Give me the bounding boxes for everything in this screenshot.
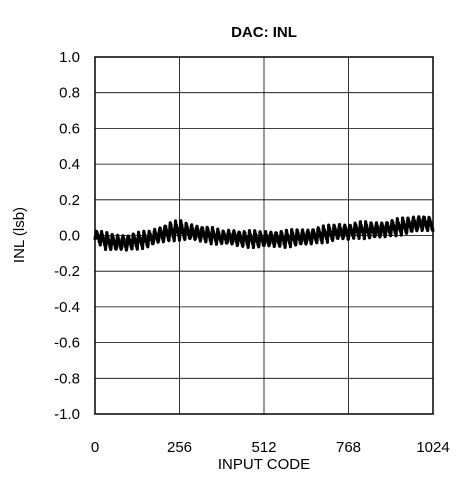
x-tick-label-3: 768 xyxy=(336,439,361,456)
y-tick-label-4: 0.2 xyxy=(59,192,80,209)
plot-frame xyxy=(94,56,434,415)
y-tick-label-6: -0.2 xyxy=(54,263,80,280)
y-tick-labels: 1.0 0.8 0.6 0.4 0.2 0.0 -0.2 -0.4 -0.6 -0.8 -1.0 xyxy=(54,49,80,423)
y-tick-label-5: 0.0 xyxy=(59,228,80,245)
x-tick-label-0: 0 xyxy=(91,439,99,456)
inl-series-line-0 xyxy=(93,215,435,252)
y-tick-label-10: -1.0 xyxy=(54,406,80,423)
y-axis-label: INL (lsb) xyxy=(11,207,28,263)
y-tick-label-3: 0.4 xyxy=(59,156,80,173)
y-tick-label-1: 0.8 xyxy=(59,85,80,102)
x-tick-label-1: 256 xyxy=(167,439,192,456)
y-tick-label-8: -0.6 xyxy=(54,335,80,352)
x-tick-label-4: 1024 xyxy=(416,439,449,456)
series-layer xyxy=(93,215,435,252)
y-tick-label-7: -0.4 xyxy=(54,299,80,316)
y-tick-label-0: 1.0 xyxy=(59,49,80,66)
y-tick-label-9: -0.8 xyxy=(54,370,80,387)
x-tick-label-2: 512 xyxy=(251,439,276,456)
x-tick-labels: 0 256 512 768 1024 xyxy=(91,439,450,456)
chart-title: DAC: INL xyxy=(231,24,297,41)
x-axis-label: INPUT CODE xyxy=(218,456,310,473)
y-tick-label-2: 0.6 xyxy=(59,120,80,137)
